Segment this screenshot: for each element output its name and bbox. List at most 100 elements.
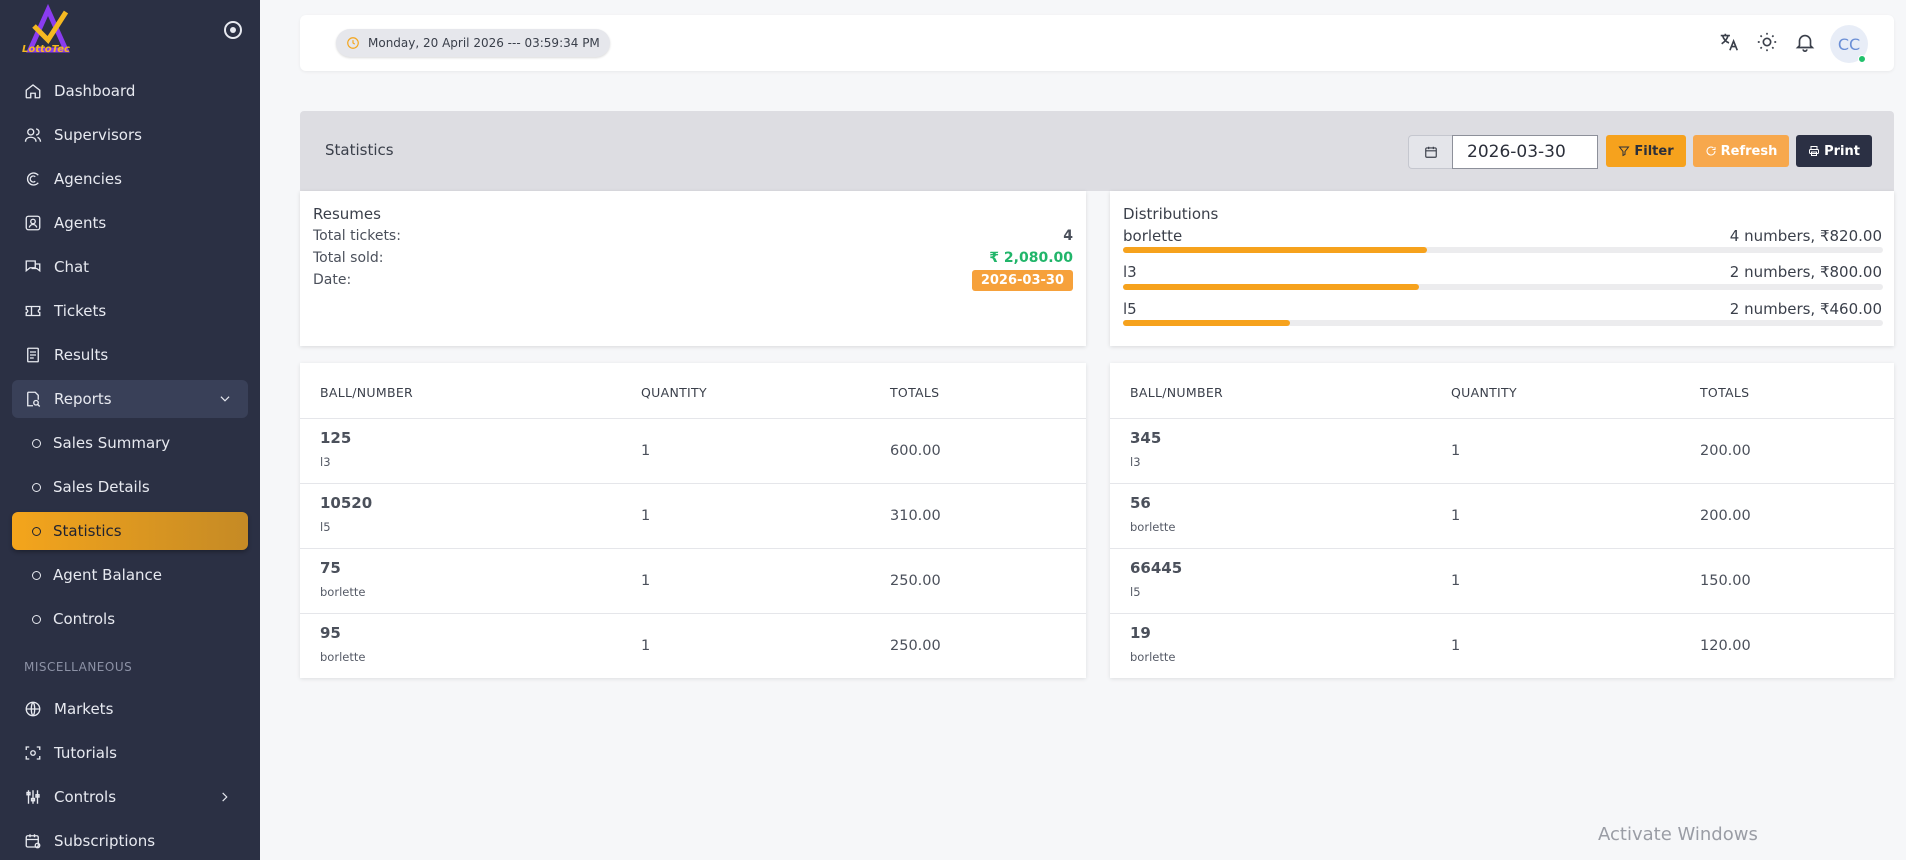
total-cell: 250.00 <box>890 573 941 589</box>
distribution-value: 2 numbers, ₹460.00 <box>1729 300 1882 318</box>
sidebar-item-agents[interactable]: Agents <box>12 204 248 242</box>
sidebar-item-dashboard[interactable]: Dashboard <box>12 72 248 110</box>
distribution-value: 2 numbers, ₹800.00 <box>1729 263 1882 281</box>
quantity-cell: 1 <box>1451 443 1461 459</box>
sidebar-item-label: Supervisors <box>54 126 142 144</box>
sidebar-item-markets[interactable]: Markets <box>12 690 248 728</box>
column-header-totals: TOTALS <box>1700 385 1750 400</box>
datetime-pill: Monday, 20 April 2026 --- 03:59:34 PM <box>336 29 610 57</box>
distribution-progress-fill <box>1123 284 1420 290</box>
sidebar-item-subscriptions[interactable]: Subscriptions <box>12 822 248 860</box>
quantity-cell: 1 <box>641 508 651 524</box>
reports-icon <box>24 390 42 408</box>
sidebar-toggle-icon[interactable] <box>224 21 242 39</box>
sidebar-item-supervisors[interactable]: Supervisors <box>12 116 248 154</box>
calendar-icon <box>1424 146 1437 158</box>
ticket-icon <box>24 302 42 320</box>
filter-button[interactable]: Filter <box>1606 135 1686 167</box>
ball-number: 95 <box>320 624 341 642</box>
distribution-progress-bar <box>1123 284 1883 290</box>
print-button[interactable]: Print <box>1796 135 1872 167</box>
avatar[interactable]: CC <box>1830 25 1868 63</box>
total-cell: 200.00 <box>1700 443 1751 459</box>
datetime-text: Monday, 20 April 2026 --- 03:59:34 PM <box>368 36 600 50</box>
avatar-initials: CC <box>1837 34 1861 54</box>
table-row: 10520 l5 1 310.00 <box>300 484 1086 549</box>
game-type: l3 <box>320 455 331 469</box>
game-type: l5 <box>320 520 331 534</box>
distribution-progress-bar <box>1123 247 1883 253</box>
distribution-progress-fill <box>1123 320 1291 326</box>
tutorials-icon <box>24 744 42 762</box>
sidebar-item-label: Agents <box>54 214 107 232</box>
circle-icon <box>32 526 41 536</box>
logo-text: LottoTec <box>22 44 70 55</box>
refresh-icon <box>1706 146 1716 156</box>
sidebar-subitem-agent-balance[interactable]: Agent Balance <box>12 556 248 594</box>
sidebar-item-reports[interactable]: Reports <box>12 380 248 418</box>
distribution-name: l5 <box>1123 300 1137 318</box>
total-cell: 600.00 <box>890 443 941 459</box>
sidebar-item-chat[interactable]: Chat <box>12 248 248 286</box>
sidebar-item-controls[interactable]: Controls <box>12 778 248 816</box>
page-title: Statistics <box>325 141 394 159</box>
resumes-title: Resumes <box>313 205 381 223</box>
distribution-name: l3 <box>1123 263 1137 281</box>
sidebar-item-label: Sales Details <box>53 478 150 496</box>
sidebar-item-label: Results <box>54 346 109 364</box>
agency-icon <box>24 170 42 188</box>
column-header-totals: TOTALS <box>890 385 940 400</box>
sidebar-item-results[interactable]: Results <box>12 336 248 374</box>
quantity-cell: 1 <box>641 443 651 459</box>
distribution-name: borlette <box>1123 227 1183 245</box>
sidebar-item-label: Sales Summary <box>53 434 171 452</box>
lottotec-logo[interactable] <box>20 4 76 58</box>
game-type: borlette <box>320 650 366 664</box>
ball-number: 56 <box>1130 494 1151 512</box>
date-input[interactable] <box>1452 135 1598 169</box>
resumes-card: Resumes Total tickets: 4 Total sold: ₹ 2… <box>300 191 1086 346</box>
column-header-quantity: QUANTITY <box>1451 385 1517 400</box>
theme-sun-icon[interactable] <box>1756 31 1778 53</box>
chat-icon <box>24 258 42 276</box>
sidebar-item-tutorials[interactable]: Tutorials <box>12 734 248 772</box>
distributions-title: Distributions <box>1123 205 1219 223</box>
sidebar-item-label: Reports <box>54 390 112 408</box>
top-bar: Monday, 20 April 2026 --- 03:59:34 PM CC <box>300 15 1894 71</box>
total-cell: 250.00 <box>890 638 941 654</box>
sidebar-item-tickets[interactable]: Tickets <box>12 292 248 330</box>
sidebar-subitem-controls[interactable]: Controls <box>12 600 248 638</box>
ball-number: 345 <box>1130 429 1162 447</box>
quantity-cell: 1 <box>1451 508 1461 524</box>
sidebar-item-label: Tutorials <box>54 744 117 762</box>
table-row: 75 borlette 1 250.00 <box>300 549 1086 614</box>
column-header-quantity: QUANTITY <box>641 385 707 400</box>
calendar-button[interactable] <box>1408 135 1452 169</box>
sidebar-item-label: Controls <box>53 610 116 628</box>
total-cell: 120.00 <box>1700 638 1751 654</box>
game-type: l3 <box>1130 455 1141 469</box>
circle-icon <box>32 570 41 580</box>
sidebar: LottoTec Dashboard Supervisors Agencies … <box>0 0 260 860</box>
clock-icon <box>346 36 360 50</box>
numbers-table-left: BALL/NUMBER QUANTITY TOTALS 125 l3 1 600.00… <box>300 363 1086 678</box>
bell-icon[interactable] <box>1794 31 1816 53</box>
distribution-progress-bar <box>1123 320 1883 326</box>
column-header-ball-number: BALL/NUMBER <box>320 385 414 400</box>
numbers-table-right: BALL/NUMBER QUANTITY TOTALS 345 l3 1 200.00… <box>1110 363 1894 678</box>
sidebar-item-agencies[interactable]: Agencies <box>12 160 248 198</box>
refresh-button-label: Refresh <box>1720 143 1778 159</box>
game-type: l5 <box>1130 585 1141 599</box>
total-tickets-label: Total tickets: <box>313 228 401 244</box>
refresh-button[interactable]: Refresh <box>1693 135 1789 167</box>
chevron-right-icon <box>218 790 232 808</box>
total-sold-label: Total sold: <box>313 250 384 266</box>
translate-icon[interactable] <box>1718 31 1740 53</box>
sidebar-subitem-statistics[interactable]: Statistics <box>12 512 248 550</box>
chevron-down-icon <box>218 392 232 410</box>
sidebar-subitem-sales-details[interactable]: Sales Details <box>12 468 248 506</box>
date-badge: 2026-03-30 <box>971 270 1073 291</box>
sidebar-subitem-sales-summary[interactable]: Sales Summary <box>12 424 248 462</box>
circle-icon <box>32 482 41 492</box>
total-cell: 310.00 <box>890 508 941 524</box>
